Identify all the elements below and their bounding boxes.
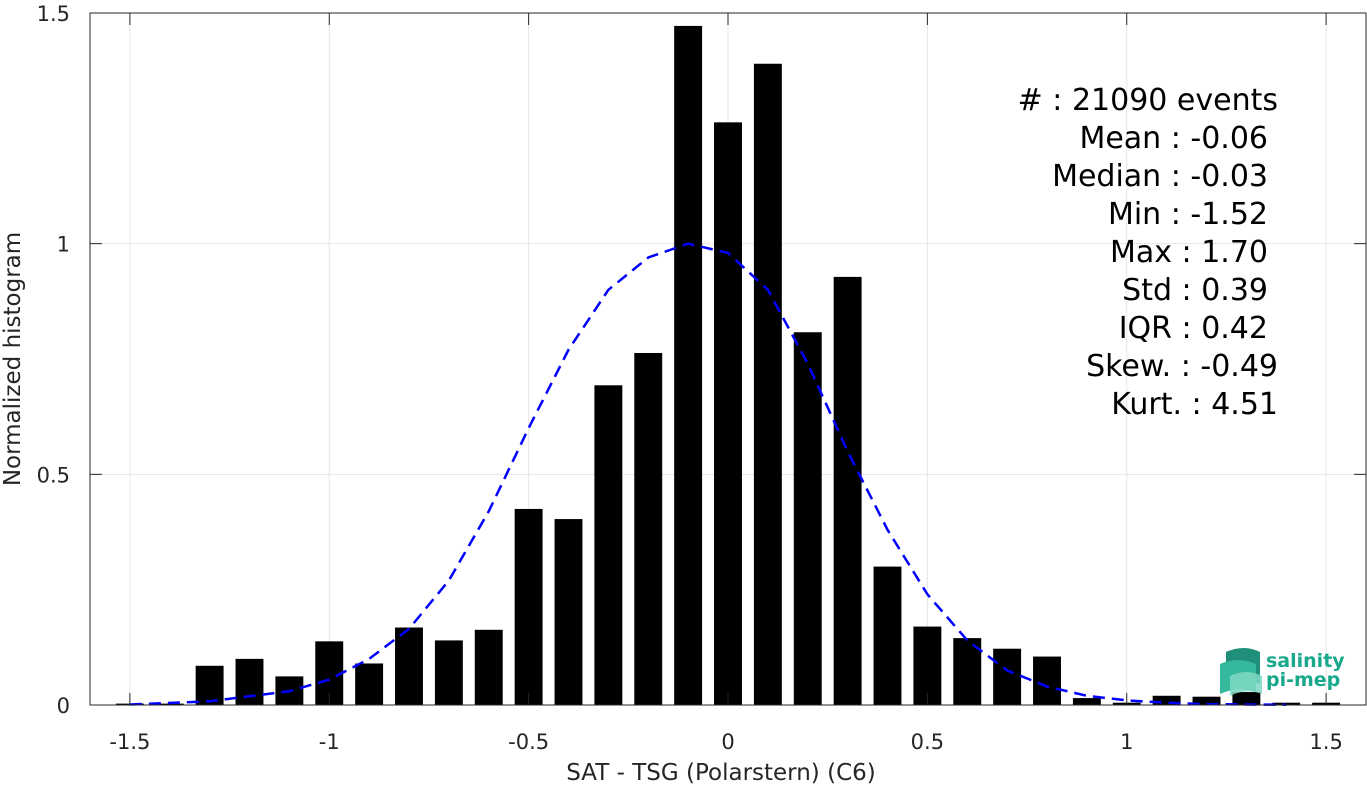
histogram-bar (1152, 695, 1181, 705)
x-tick-label: 0.5 (911, 730, 944, 754)
y-tick-label: 1.5 (37, 2, 70, 26)
stat-max: Max : 1.70 (1110, 235, 1268, 270)
histogram-bar (355, 663, 384, 705)
logo-text-line1: salinity (1266, 650, 1345, 672)
x-tick-label: -0.5 (508, 730, 549, 754)
stat-count: # : 21090 events (1018, 83, 1278, 118)
histogram-bar (395, 627, 423, 705)
stat-median: Median : -0.03 (1052, 159, 1268, 194)
x-tick-label: 0 (721, 730, 734, 754)
x-tick-label: 1.5 (1309, 730, 1342, 754)
y-axis-title: Normalized histogram (0, 232, 26, 486)
histogram-bar (753, 63, 782, 706)
stat-skew: Skew. : -0.49 (1086, 349, 1278, 384)
y-tick-label: 0.5 (37, 463, 70, 487)
stat-mean: Mean : -0.06 (1079, 121, 1268, 156)
histogram-bar (235, 658, 264, 705)
histogram-bar (155, 703, 184, 705)
histogram-bar (594, 385, 623, 705)
histogram-bar (714, 122, 742, 705)
x-tick-label: 1 (1120, 730, 1133, 754)
histogram-bar (514, 508, 543, 705)
histogram-bar (554, 519, 583, 705)
histogram-bar (474, 629, 503, 705)
y-tick-label: 0 (57, 694, 70, 718)
gaussian-fit-line (129, 242, 1287, 707)
histogram-bar (1232, 692, 1261, 705)
logo-text-line2: pi-mep (1266, 669, 1340, 691)
wave-logo-icon (1220, 648, 1262, 696)
stat-min: Min : -1.52 (1108, 197, 1268, 232)
salinity-pi-mep-logo: salinity pi-mep (1220, 648, 1345, 696)
histogram-bar (195, 665, 224, 705)
histogram-bar (1072, 698, 1101, 705)
x-axis-title: SAT - TSG (Polarstern) (C6) (566, 760, 875, 785)
axis-ticks (90, 12, 1366, 706)
histogram-bar (793, 332, 822, 705)
stat-iqr: IQR : 0.42 (1119, 311, 1268, 346)
histogram-bar (634, 353, 663, 705)
x-tick-label: -1.5 (109, 730, 150, 754)
histogram-bar (1033, 656, 1061, 705)
x-tick-label: -1 (319, 730, 340, 754)
histogram-bar (993, 648, 1022, 705)
stat-kurt: Kurt. : 4.51 (1111, 387, 1278, 422)
histogram-bar (953, 638, 982, 705)
histogram-bars (115, 25, 1341, 706)
histogram-bar (434, 640, 463, 705)
histogram-bar (1192, 696, 1221, 705)
stat-std: Std : 0.39 (1122, 273, 1268, 308)
stats-box: # : 21090 events Mean : -0.06 Median : -… (1018, 83, 1278, 422)
histogram-bar (833, 276, 862, 705)
histogram-bar (913, 626, 942, 705)
histogram-bar (873, 566, 902, 705)
y-tick-label: 1 (57, 233, 70, 257)
y-tick-labels: 0 0.5 1 1.5 (37, 2, 70, 718)
x-tick-labels: -1.5 -1 -0.5 0 0.5 1 1.5 (109, 730, 1342, 754)
histogram-bar (674, 25, 703, 705)
